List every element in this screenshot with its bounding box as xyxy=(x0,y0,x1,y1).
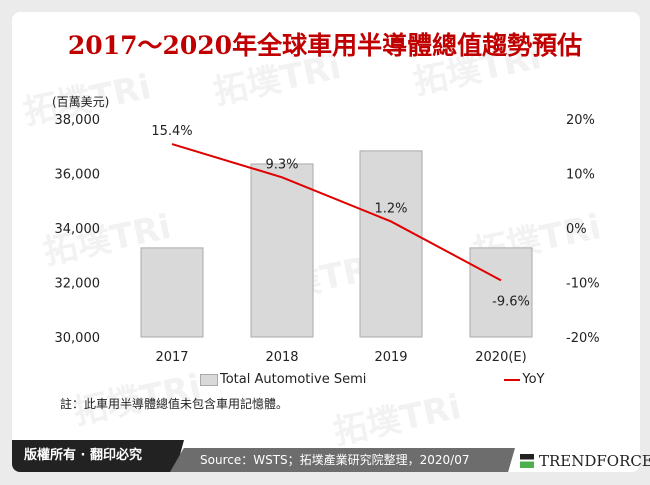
right-tick-label: 10% xyxy=(566,168,595,183)
yoy-data-label: 9.3% xyxy=(265,157,298,172)
left-axis-unit: (百萬美元) xyxy=(52,95,110,109)
left-tick-label: 32,000 xyxy=(55,277,101,292)
yoy-data-label: 1.2% xyxy=(374,201,407,216)
yoy-data-label: 15.4% xyxy=(151,124,192,139)
x-tick-label: 2020(E) xyxy=(475,350,526,365)
left-tick-label: 30,000 xyxy=(55,331,101,346)
trendforce-icon xyxy=(520,454,534,468)
right-tick-label: -10% xyxy=(566,277,600,292)
right-tick-label: 0% xyxy=(566,222,587,237)
trendforce-logo: TRENDFORCE xyxy=(520,452,650,470)
legend-line-label: YoY xyxy=(522,372,545,387)
right-tick-label: -20% xyxy=(566,331,600,346)
x-tick-label: 2017 xyxy=(155,350,188,365)
legend: Total Automotive Semi YoY xyxy=(200,372,544,387)
bar xyxy=(250,163,314,338)
x-tick-label: 2018 xyxy=(265,350,298,365)
legend-bar-label: Total Automotive Semi xyxy=(220,372,367,387)
chart-card: 拓墣TRi 拓墣TRi 拓墣TRi 拓墣TRi 拓墣TRi 拓墣TRi 拓墣TR… xyxy=(12,12,640,472)
left-tick-label: 38,000 xyxy=(55,113,101,128)
left-tick-label: 36,000 xyxy=(55,168,101,183)
yoy-line xyxy=(171,143,502,282)
bar xyxy=(140,247,204,338)
bar xyxy=(469,247,533,338)
legend-bar-swatch xyxy=(200,373,218,386)
yoy-data-label: -9.6% xyxy=(492,294,530,309)
right-tick-label: 20% xyxy=(566,113,595,128)
copyright: 版權所有 · 翻印必究 xyxy=(12,440,184,472)
source: Source：WSTS；拓墣產業研究院整理，2020/07 xyxy=(170,448,515,472)
left-tick-label: 34,000 xyxy=(55,222,101,237)
footnote: 註：此車用半導體總值未包含車用記憶體。 xyxy=(60,397,289,411)
chart-title: 2017～2020年全球車用半導體總值趨勢預估 xyxy=(67,31,583,60)
legend-line-swatch xyxy=(504,378,521,381)
bar xyxy=(359,150,423,338)
x-tick-label: 2019 xyxy=(374,350,407,365)
